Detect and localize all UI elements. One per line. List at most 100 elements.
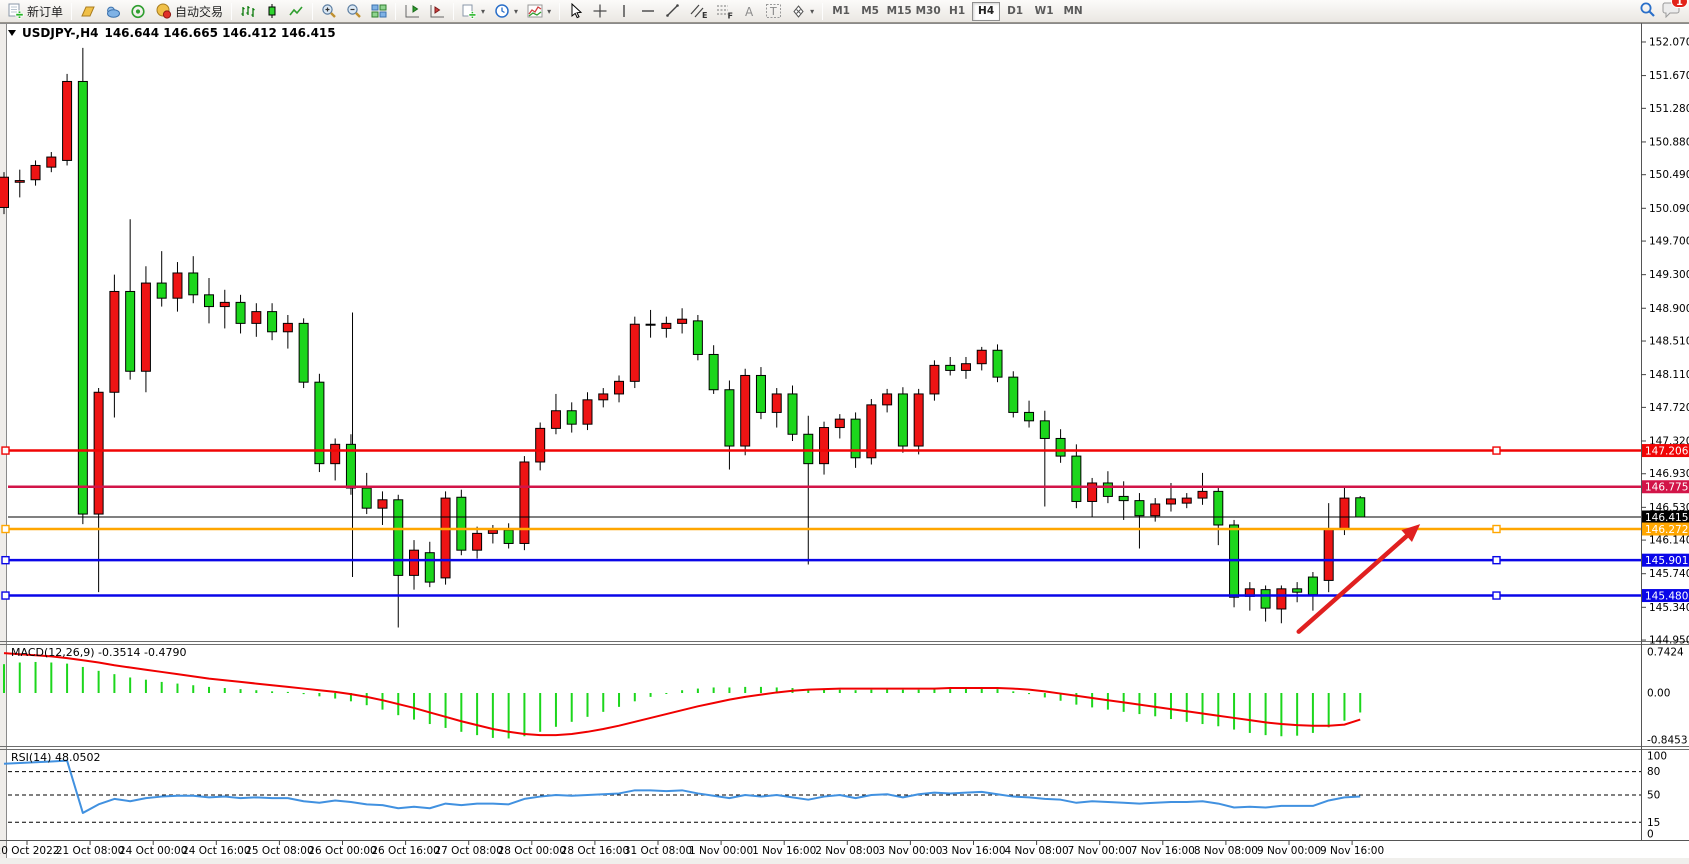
timeframe-button-h4[interactable]: H4 bbox=[972, 1, 1001, 21]
timeframe-button-m15[interactable]: M15 bbox=[886, 5, 912, 17]
hline-anchor[interactable] bbox=[1492, 446, 1501, 455]
new-order-button[interactable]: 新订单 bbox=[4, 1, 67, 21]
svg-text:E: E bbox=[702, 11, 707, 19]
candle-29 bbox=[456, 496, 467, 551]
arrows-tool-button[interactable]: ▾ bbox=[787, 1, 818, 21]
candle-72 bbox=[1134, 500, 1145, 517]
time-tick-label: 25 Oct 08:00 bbox=[245, 845, 313, 857]
zoom-out-button[interactable] bbox=[342, 1, 366, 21]
hline-anchor[interactable] bbox=[1492, 524, 1501, 534]
candlestick-mode-button[interactable] bbox=[261, 1, 283, 21]
period-clock-button[interactable]: ▾ bbox=[490, 1, 522, 21]
market-watch-button[interactable] bbox=[76, 1, 100, 21]
tile-windows-button[interactable] bbox=[367, 1, 391, 21]
price-flag-145.480 bbox=[1642, 589, 1689, 603]
macd-values: -0.3514 -0.4790 bbox=[98, 646, 187, 659]
candle-42 bbox=[661, 322, 672, 329]
timeframe-button-mn[interactable]: MN bbox=[1063, 5, 1083, 17]
fibonacci-tool-button[interactable]: F bbox=[712, 1, 737, 21]
hline-anchor[interactable] bbox=[1492, 591, 1501, 600]
cursor-tool-button[interactable] bbox=[564, 1, 587, 21]
timeframe-button-m5[interactable]: M5 bbox=[861, 5, 879, 17]
candle-50 bbox=[787, 393, 798, 435]
candle-18 bbox=[282, 322, 293, 333]
channel-tool-button[interactable]: E bbox=[686, 1, 711, 21]
candle-28 bbox=[440, 497, 451, 579]
navigator-button[interactable] bbox=[126, 1, 150, 21]
timeframe-button-w1[interactable]: W1 bbox=[1034, 5, 1054, 17]
timeframe-button-m30[interactable]: M30 bbox=[915, 5, 941, 17]
toolbar-separator bbox=[395, 2, 397, 20]
auto-trading-button[interactable]: 自动交易 bbox=[151, 1, 227, 21]
new-chart-button[interactable]: ▾ bbox=[458, 1, 489, 21]
rsi-tick-label: 50 bbox=[1647, 790, 1660, 802]
toolbar-separator bbox=[559, 2, 561, 20]
tile-windows-icon bbox=[371, 3, 387, 19]
notifications-button[interactable]: 1 bbox=[1662, 0, 1688, 22]
chart-window[interactable]: 152.070 151.670 151.280 150.880 150.490 150.0… bbox=[0, 23, 1689, 864]
hline-anchor[interactable] bbox=[1492, 555, 1501, 565]
auto-scroll-button[interactable] bbox=[425, 1, 449, 21]
candle-11 bbox=[172, 272, 183, 299]
chart-canvas[interactable]: 152.070151.670151.280150.880150.490150.0… bbox=[0, 23, 1689, 864]
horizontal-line-tool-button[interactable] bbox=[636, 1, 660, 21]
zoom-in-button[interactable] bbox=[317, 1, 341, 21]
timeframe-button-m1[interactable]: M1 bbox=[832, 5, 850, 17]
time-tick-label: 1 Nov 00:00 bbox=[689, 845, 753, 857]
auto-trading-icon bbox=[155, 3, 172, 19]
candle-9 bbox=[140, 282, 151, 372]
symbol-dropdown-icon[interactable] bbox=[8, 30, 16, 36]
candle-0 bbox=[0, 176, 9, 208]
toolbar-right-group: 1 bbox=[1639, 0, 1688, 22]
text-label-tool-button[interactable]: T bbox=[761, 1, 786, 21]
candle-45 bbox=[708, 353, 719, 391]
hline-anchor[interactable] bbox=[1, 555, 10, 565]
candle-16 bbox=[251, 311, 262, 324]
candle-37 bbox=[582, 399, 593, 425]
line-chart-mode-button[interactable] bbox=[284, 1, 308, 21]
trendline-tool-button[interactable] bbox=[661, 1, 685, 21]
candle-32 bbox=[503, 529, 514, 544]
time-tick-label: 26 Oct 16:00 bbox=[371, 845, 439, 857]
text-tool-button[interactable]: A bbox=[738, 1, 760, 21]
indicators-button[interactable]: ▾ bbox=[523, 1, 555, 21]
price-tick-label: 148.900 bbox=[1649, 303, 1689, 315]
timeframe-button-h1[interactable]: H1 bbox=[949, 5, 966, 17]
candle-33 bbox=[519, 461, 530, 544]
candle-46 bbox=[724, 389, 735, 447]
search-icon[interactable] bbox=[1639, 1, 1656, 22]
data-window-button[interactable] bbox=[101, 1, 125, 21]
macd-tick-label: 0.00 bbox=[1647, 688, 1670, 700]
navigator-icon bbox=[130, 4, 146, 19]
hline-anchor[interactable] bbox=[1, 591, 10, 600]
price-flag-text: 145.480 bbox=[1645, 590, 1688, 602]
vertical-line-tool-button[interactable] bbox=[613, 1, 635, 21]
price-flag-text: 147.206 bbox=[1645, 445, 1689, 457]
hline-anchor[interactable] bbox=[1, 446, 10, 455]
dropdown-arrow-icon: ▾ bbox=[810, 6, 815, 16]
candle-22 bbox=[345, 443, 356, 489]
time-tick-label: 4 Nov 08:00 bbox=[1005, 845, 1069, 857]
hline-anchor[interactable] bbox=[1, 524, 10, 534]
crosshair-tool-button[interactable] bbox=[588, 1, 612, 21]
time-tick-label: 21 Oct 08:00 bbox=[56, 845, 124, 857]
vertical-line-icon bbox=[618, 3, 630, 19]
candle-38 bbox=[598, 393, 609, 401]
window-left-border bbox=[0, 23, 6, 858]
candle-49 bbox=[771, 393, 782, 413]
timeframe-button-d1[interactable]: D1 bbox=[1007, 5, 1024, 17]
chart-shift-button[interactable] bbox=[400, 1, 424, 21]
fibonacci-icon: F bbox=[716, 3, 733, 19]
candle-85 bbox=[1339, 497, 1350, 530]
candle-56 bbox=[882, 393, 893, 406]
symbol-quote-line[interactable]: USDJPY-,H4 146.644 146.665 146.412 146.4… bbox=[8, 26, 336, 40]
candle-36 bbox=[566, 410, 577, 425]
candle-21 bbox=[330, 443, 341, 465]
macd-layer bbox=[3, 661, 1362, 739]
toolbar-separator bbox=[71, 2, 73, 20]
trend-arrow-shaft[interactable] bbox=[1296, 528, 1415, 634]
candle-17 bbox=[267, 311, 278, 333]
candle-47 bbox=[740, 374, 751, 447]
trend-arrow-head[interactable] bbox=[1401, 524, 1421, 543]
bar-chart-mode-button[interactable] bbox=[236, 1, 260, 21]
